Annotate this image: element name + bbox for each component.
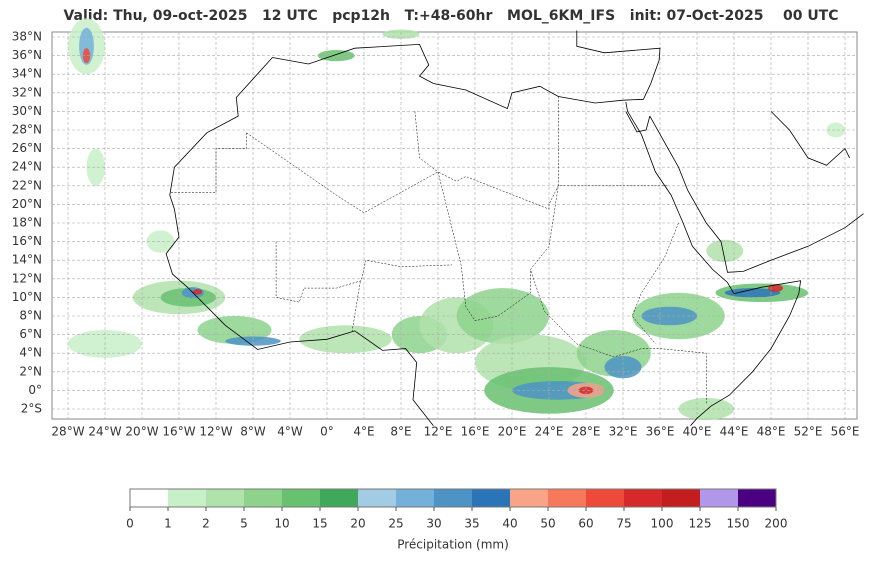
colorbar-tick-label: 150 [727, 517, 750, 531]
colorbar-tick-label: 5 [240, 517, 248, 531]
precip-area [768, 284, 784, 292]
colorbar-tick-label: 1 [164, 517, 172, 531]
lon-label: 40°E [683, 425, 712, 439]
precip-area [146, 230, 175, 253]
lon-label: 12°E [424, 425, 453, 439]
lon-label: 4°E [353, 425, 374, 439]
colorbar-segment [396, 489, 434, 507]
lat-label: 0° [28, 383, 42, 397]
precip-area [82, 48, 91, 64]
lat-label: 32°N [12, 85, 42, 99]
colorbar-tick-label: 125 [689, 517, 712, 531]
lat-label: 26°N [12, 141, 42, 155]
lon-label: 56°E [831, 425, 860, 439]
precip-area [724, 288, 781, 298]
precip-area [192, 289, 203, 295]
colorbar-tick-label: 10 [274, 517, 289, 531]
colorbar-tick-label: 2 [202, 517, 210, 531]
lon-label: 36°E [646, 425, 675, 439]
lon-label: 8°W [240, 425, 266, 439]
coastline [625, 111, 864, 273]
lat-label: 24°N [12, 160, 42, 174]
colorbar-segment [168, 489, 206, 507]
precip-area [706, 239, 744, 263]
colorbar-segment [662, 489, 700, 507]
colorbar-segment [358, 489, 396, 507]
lon-label: 8°E [390, 425, 411, 439]
colorbar-tick-label: 100 [651, 517, 674, 531]
lon-label: 24°W [88, 425, 121, 439]
colorbar-segment [282, 489, 320, 507]
lon-label: 28°W [51, 425, 84, 439]
lat-label: 36°N [12, 48, 42, 62]
lat-label: 20°N [12, 197, 42, 211]
colorbar-segment [206, 489, 244, 507]
lat-label: 18°N [12, 216, 42, 230]
colorbar-tick-label: 200 [765, 517, 788, 531]
precip-area [826, 122, 845, 138]
colorbar-segment [738, 489, 776, 507]
colorbar-tick-label: 0 [126, 517, 134, 531]
colorbar-tick-label: 35 [464, 517, 479, 531]
lat-label: 6°N [19, 327, 42, 341]
colorbar: 0 1 2 5 10 15 20 25 30 35 40 50 60 75 100 125 150 200 [126, 488, 788, 531]
colorbar-segment [624, 489, 662, 507]
lon-label: 44°E [720, 425, 749, 439]
lon-label: 12°W [199, 425, 232, 439]
colorbar-segment [434, 489, 472, 507]
lat-label: 14°N [12, 253, 42, 267]
colorbar-segment [510, 489, 548, 507]
colorbar-tick-label: 20 [350, 517, 365, 531]
lat-label: 10°N [12, 290, 42, 304]
lat-label: 34°N [12, 67, 42, 81]
lon-label: 16°W [162, 425, 195, 439]
colorbar-label: Précipitation (mm) [397, 538, 509, 552]
colorbar-tick-label: 50 [540, 517, 555, 531]
colorbar-tick-label: 75 [616, 517, 631, 531]
lon-label: 32°E [609, 425, 638, 439]
colorbar-segment [700, 489, 738, 507]
colorbar-tick-label: 30 [426, 517, 441, 531]
lon-label: 20°E [498, 425, 527, 439]
colorbar-tick-label: 60 [578, 517, 593, 531]
lat-label: 4°N [19, 346, 42, 360]
lon-label: 48°E [757, 425, 786, 439]
lat-label: 12°N [12, 271, 42, 285]
coastline [165, 30, 802, 426]
precip-area [578, 386, 594, 395]
colorbar-frame [129, 488, 777, 508]
lon-label: 16°E [461, 425, 490, 439]
colorbar-segment [130, 489, 168, 507]
precip-area [299, 325, 392, 354]
colorbar-tick-label: 25 [388, 517, 403, 531]
colorbar-tick-label: 15 [312, 517, 327, 531]
lon-label: 20°W [125, 425, 158, 439]
lat-label: 16°N [12, 234, 42, 248]
lat-label: 38°N [12, 30, 42, 44]
colorbar-tick-label: 40 [502, 517, 517, 531]
lat-label: 30°N [12, 104, 42, 118]
lat-label: 28°N [12, 123, 42, 137]
colorbar-segment [244, 489, 282, 507]
colorbar-segment [548, 489, 586, 507]
lat-label: 8°N [19, 309, 42, 323]
precip-area [86, 148, 105, 186]
lon-label: 0° [320, 425, 334, 439]
lat-label: 2°N [19, 364, 42, 378]
precip-area [678, 397, 734, 421]
lon-label: 28°E [572, 425, 601, 439]
colorbar-segment [472, 489, 510, 507]
precip-area [225, 336, 281, 346]
colorbar-segment [320, 489, 358, 507]
map-title: Valid: Thu, 09-oct-2025 12 UTC pcp12h T:… [63, 8, 838, 24]
lon-label: 52°E [794, 425, 823, 439]
map-frame [51, 31, 858, 420]
lon-label: 4°W [277, 425, 303, 439]
lat-label: 22°N [12, 178, 42, 192]
colorbar-segment [586, 489, 624, 507]
lat-label: 2°S [21, 402, 42, 416]
lon-label: 24°E [535, 425, 564, 439]
country-borders [169, 96, 707, 405]
